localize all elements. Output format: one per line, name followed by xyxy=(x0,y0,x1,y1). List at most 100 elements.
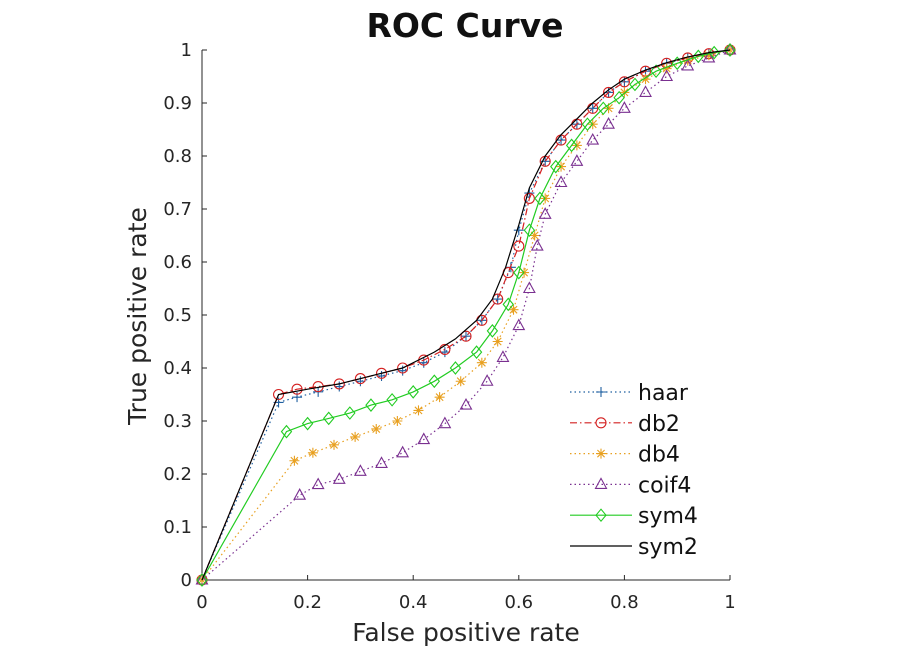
data-point-sym4 xyxy=(534,191,546,206)
data-point-coif4 xyxy=(639,85,652,97)
legend: haar db2 db4 coif4 sym4 sym2 xyxy=(570,381,698,560)
data-point-haar xyxy=(439,347,450,358)
data-point-coif4 xyxy=(660,69,674,82)
data-point-sym4 xyxy=(523,223,536,238)
data-point-sym4 xyxy=(365,398,377,412)
data-point-coif4 xyxy=(586,132,600,145)
data-point-coif4 xyxy=(459,397,473,410)
legend-marker xyxy=(594,477,608,489)
data-point-haar xyxy=(587,103,598,114)
data-point-db2 xyxy=(513,240,525,252)
data-point-db2 xyxy=(333,378,345,390)
data-point-db4 xyxy=(529,230,540,241)
data-point-db2 xyxy=(603,86,615,98)
legend-label: sym4 xyxy=(638,504,698,529)
legend-item-haar: haar xyxy=(570,381,689,406)
data-point-coif4 xyxy=(723,42,737,55)
data-point-sym4 xyxy=(502,297,514,312)
data-point-sym4 xyxy=(280,424,293,439)
data-point-db4 xyxy=(476,357,487,368)
x-axis-label: False positive rate xyxy=(352,618,580,647)
data-point-sym4 xyxy=(613,90,625,105)
data-point-db4 xyxy=(392,416,403,426)
data-point-haar xyxy=(418,357,429,368)
data-point-sym4 xyxy=(513,265,525,280)
axes: 0 0.2 0.4 0.6 0.8 1 0 0.1 0.2 0.3 0.4 0.5 0.6 0.7 0.8 0… xyxy=(163,40,735,613)
data-point-sym4 xyxy=(344,406,356,420)
data-point-coif4 xyxy=(311,477,325,490)
data-point-sym4 xyxy=(323,411,335,426)
series-coif4 xyxy=(195,42,737,585)
data-point-db2 xyxy=(460,330,472,342)
data-point-sym4 xyxy=(581,117,594,132)
x-tick-label: 0.2 xyxy=(293,592,322,613)
data-point-db2 xyxy=(375,367,388,379)
y-tick-label: 0.6 xyxy=(163,252,192,273)
legend-item-sym4: sym4 xyxy=(570,504,698,529)
data-point-db2 xyxy=(291,383,303,395)
data-point-db4 xyxy=(413,405,424,416)
data-point-coif4 xyxy=(530,238,544,251)
data-point-coif4 xyxy=(375,456,388,468)
data-point-sym4 xyxy=(650,64,662,79)
data-point-sym4 xyxy=(708,45,720,60)
x-tick-label: 0.8 xyxy=(610,592,639,613)
data-point-sym4 xyxy=(449,361,462,375)
legend-marker xyxy=(595,508,607,523)
data-point-sym4 xyxy=(629,77,641,92)
data-point-coif4 xyxy=(602,117,615,129)
data-point-db4 xyxy=(350,431,361,442)
data-point-coif4 xyxy=(617,101,631,113)
data-point-sym4 xyxy=(428,374,441,389)
y-tick-label: 0.1 xyxy=(163,517,192,538)
legend-label: coif4 xyxy=(638,473,691,498)
data-point-sym4 xyxy=(470,345,483,359)
data-point-coif4 xyxy=(496,350,510,362)
data-point-haar xyxy=(334,381,345,392)
y-tick-label: 0.5 xyxy=(163,305,192,326)
legend-item-sym2: sym2 xyxy=(570,535,698,560)
data-point-db4 xyxy=(640,74,651,85)
y-axis-label: True positive rate xyxy=(123,207,152,426)
data-point-coif4 xyxy=(554,175,568,188)
data-point-coif4 xyxy=(512,318,526,331)
y-tick-label: 0.4 xyxy=(163,358,192,379)
plot-area xyxy=(195,42,737,587)
x-tick-label: 1 xyxy=(724,592,735,613)
x-tick-label: 0.6 xyxy=(504,592,533,613)
data-point-haar xyxy=(461,331,471,342)
series-line-haar xyxy=(201,49,731,581)
series-db4 xyxy=(197,45,735,585)
data-point-db2 xyxy=(618,76,630,88)
data-point-coif4 xyxy=(681,58,695,71)
legend-label: haar xyxy=(638,381,689,406)
legend-marker xyxy=(595,417,607,429)
series-sym2 xyxy=(201,49,731,581)
data-point-coif4 xyxy=(293,488,307,500)
data-point-sym4 xyxy=(386,392,398,407)
series-line-sym4 xyxy=(201,49,731,581)
legend-marker xyxy=(596,387,606,397)
data-point-haar xyxy=(540,156,551,167)
y-tick-label: 0 xyxy=(181,570,192,591)
data-point-coif4 xyxy=(570,154,584,166)
data-point-sym4 xyxy=(196,573,208,587)
data-point-coif4 xyxy=(332,472,346,484)
y-tick-label: 1 xyxy=(181,40,192,61)
data-point-db2 xyxy=(439,343,451,356)
chart-title: ROC Curve xyxy=(366,6,563,45)
data-point-db4 xyxy=(508,304,519,315)
data-point-haar xyxy=(292,392,303,403)
data-point-db4 xyxy=(703,50,714,61)
data-point-coif4 xyxy=(353,464,367,476)
data-point-db2 xyxy=(397,362,409,374)
data-point-haar xyxy=(397,365,408,376)
data-point-db4 xyxy=(371,423,382,434)
data-point-db4 xyxy=(492,336,503,347)
data-point-db4 xyxy=(434,392,445,403)
y-tick-label: 0.9 xyxy=(163,93,192,114)
y-tick-label: 0.3 xyxy=(163,411,192,432)
data-point-coif4 xyxy=(438,416,452,429)
data-point-sym4 xyxy=(724,43,736,57)
